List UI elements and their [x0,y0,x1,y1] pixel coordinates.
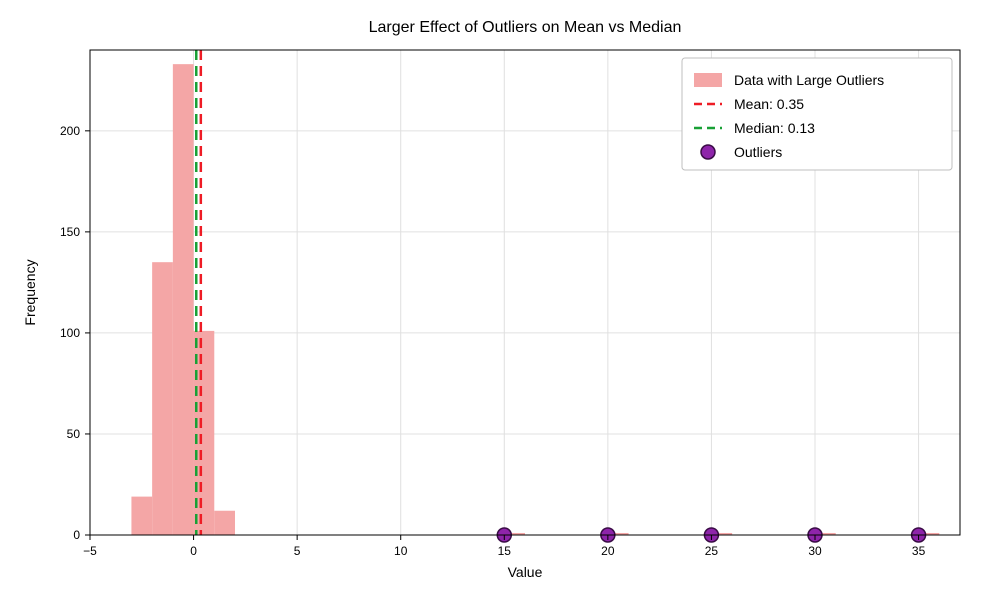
chart-container: −505101520253035050100150200ValueFrequen… [0,0,1000,600]
legend-label: Data with Large Outliers [734,72,884,88]
histogram-bar [152,262,173,535]
histogram-chart: −505101520253035050100150200ValueFrequen… [0,0,1000,600]
x-tick-label: 25 [705,544,719,558]
histogram-bar [131,497,152,535]
x-axis-label: Value [508,564,543,580]
y-tick-label: 200 [60,124,80,138]
x-tick-label: 5 [294,544,301,558]
y-tick-label: 0 [73,528,80,542]
legend-marker [701,145,715,159]
y-axis-label: Frequency [22,259,38,325]
x-tick-label: 30 [808,544,822,558]
x-tick-label: 15 [498,544,512,558]
legend-swatch [694,73,722,87]
x-tick-label: −5 [83,544,97,558]
chart-title: Larger Effect of Outliers on Mean vs Med… [369,19,682,36]
y-tick-label: 150 [60,225,80,239]
x-tick-label: 0 [190,544,197,558]
legend-label: Outliers [734,144,782,160]
x-tick-label: 20 [601,544,615,558]
histogram-bar [173,64,194,535]
legend: Data with Large Outliers Mean: 0.35 Median… [682,58,952,170]
legend-label: Mean: 0.35 [734,96,804,112]
y-tick-label: 100 [60,326,80,340]
x-tick-label: 35 [912,544,926,558]
x-tick-label: 10 [394,544,408,558]
histogram-bar [214,511,235,535]
y-tick-label: 50 [67,427,81,441]
legend-label: Median: 0.13 [734,120,815,136]
